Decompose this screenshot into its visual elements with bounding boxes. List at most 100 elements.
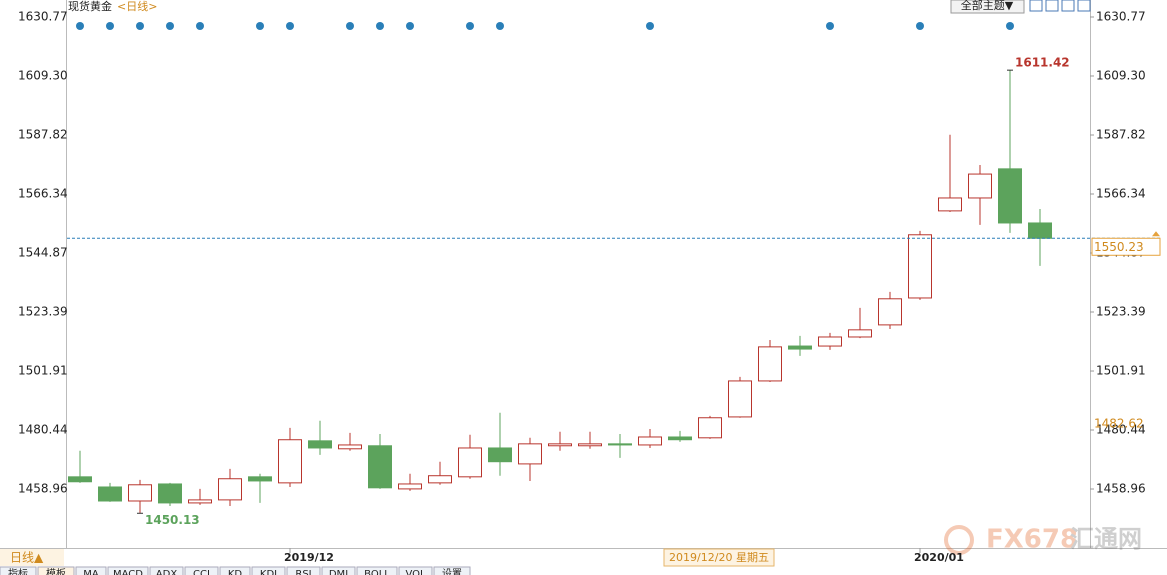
tab[interactable] [149,566,184,575]
period-title: <日线> [117,0,157,13]
candle-body [728,380,752,418]
tab[interactable] [321,566,356,575]
tab[interactable] [107,566,149,575]
period-button-label[interactable]: 日线▲ [10,551,44,565]
candle-body [248,476,272,482]
candle-body [818,336,842,347]
candle-body [188,499,212,504]
watermark-brand: FX678 [986,525,1078,555]
tab-bar: 指标 模板 MA MACD ADX CCI KD KDJ RSI DMI BOLL VOL 设置 [0,566,471,575]
y-tick-label-right: 1501.91 [1096,364,1146,378]
y-tick-label-right: 1480.44 [1096,423,1146,437]
y-tick-label-left: 1480.44 [18,423,68,437]
y-tick-label-left: 1544.87 [18,245,68,259]
tab-label[interactable]: CCI [193,569,210,575]
y-tick-label-left: 1609.30 [18,68,68,82]
event-marker [346,22,354,30]
candle-body [908,234,932,299]
candle-body [1028,222,1052,239]
event-marker [496,22,504,30]
tab-label[interactable]: 指标 [8,567,28,575]
candle-body [428,475,452,484]
candle-body [518,443,542,465]
y-tick-label-left: 1501.91 [18,364,68,378]
theme-button-label[interactable]: 全部主题▼ [961,0,1014,12]
candle-body [128,484,152,502]
y-tick-label-left: 1587.82 [18,127,68,141]
candle-body [218,478,242,501]
watermark-name: 汇通网 [1070,525,1142,553]
tab-label[interactable]: KDJ [260,569,277,575]
zoom-in-icon[interactable] [1029,0,1043,12]
candle-body [668,436,692,441]
tab-label[interactable]: MACD [113,569,143,575]
event-marker [646,22,654,30]
event-marker [166,22,174,30]
y-tick-label-right: 1523.39 [1096,305,1146,319]
event-marker [76,22,84,30]
event-marker [1006,22,1014,30]
y-tick-label-left: 1630.77 [18,10,68,24]
tab-label[interactable]: VOL [405,569,426,575]
tab-label[interactable]: MA [83,569,99,575]
current-price-arrow [1152,231,1160,237]
y-tick-label-right: 1609.30 [1096,68,1146,82]
tab[interactable] [75,566,107,575]
candle-body [608,443,632,446]
event-marker [196,22,204,30]
candle-body [938,197,962,212]
tab-label[interactable]: RSI [295,569,311,575]
tab-label[interactable]: ADX [156,569,178,575]
y-tick-label-right: 1587.82 [1096,127,1146,141]
candle-body [338,444,362,450]
symbol-title: 现货黄金 [68,0,112,13]
tab[interactable] [251,566,286,575]
event-marker [916,22,924,30]
tab-label[interactable]: DMI [329,569,348,575]
period-button[interactable] [0,549,64,566]
tab-label[interactable]: 模板 [46,567,66,575]
tab-label[interactable]: BOLL [364,569,390,575]
date-label: 2019/12/20 星期五 [669,551,769,564]
toolbar-icons [1029,0,1091,12]
tab[interactable] [0,566,37,575]
theme-button[interactable] [950,0,1025,14]
reference-price-label: 1482.62 [1094,417,1144,431]
candle-body [278,439,302,484]
candle-body [758,346,782,382]
zoom-out-icon[interactable] [1045,0,1059,12]
event-marker [286,22,294,30]
candle-body [878,298,902,326]
watermark: FX678 汇通网 [944,525,1142,555]
x-tick-label: 2020/01 [914,551,964,564]
fit-icon[interactable] [1061,0,1075,12]
candle-body [548,443,572,447]
tab[interactable] [286,566,321,575]
tab[interactable] [356,566,398,575]
tab[interactable] [37,566,75,575]
candle-body [158,483,182,504]
candle-body [788,345,812,350]
candle-body [968,173,992,199]
tab-label[interactable]: 设置 [442,568,462,575]
tab[interactable] [433,566,471,575]
event-markers [76,22,1014,30]
y-tick-label-left: 1523.39 [18,305,68,319]
candle-body [68,476,92,483]
event-marker [256,22,264,30]
event-marker [406,22,414,30]
tab[interactable] [219,566,251,575]
candle-body [488,447,512,463]
y-tick-label-right: 1458.96 [1096,482,1146,496]
tab-label[interactable]: KD [228,569,243,575]
event-marker [376,22,384,30]
tab[interactable] [184,566,219,575]
tab[interactable] [398,566,433,575]
watermark-logo [944,525,974,555]
current-price-label: 1550.23 [1094,240,1144,254]
current-price-box [1091,237,1161,256]
event-marker [826,22,834,30]
full-icon[interactable] [1077,0,1091,12]
